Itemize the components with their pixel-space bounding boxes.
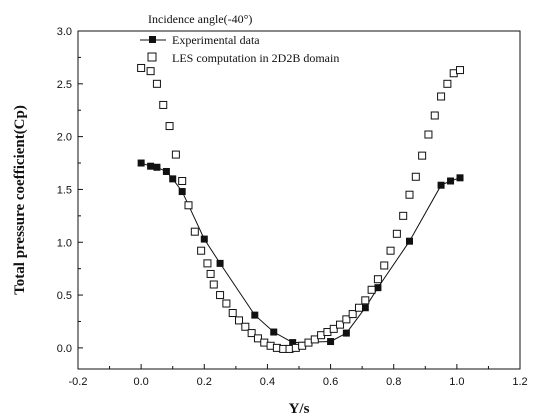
data-point-experimental	[327, 338, 335, 346]
data-point-experimental	[178, 188, 186, 196]
data-point-les	[336, 320, 345, 329]
data-point-les	[342, 315, 351, 324]
x-tick-label: 1.0	[449, 376, 464, 388]
y-axis-ticks: 0.0 0.5 1.0 1.5 2.0 2.5 3.0	[57, 26, 83, 355]
data-point-les	[380, 261, 389, 270]
data-point-les	[310, 335, 319, 344]
data-point-les	[418, 151, 427, 160]
y-tick-label: 0.0	[57, 343, 72, 355]
y-tick-label: 2.5	[57, 79, 72, 91]
data-point-les	[137, 63, 146, 72]
x-tick-label: 0.6	[323, 376, 338, 388]
data-point-experimental	[216, 259, 224, 267]
data-point-les	[222, 299, 231, 308]
x-tick-label: 1.2	[512, 376, 527, 388]
data-point-les	[241, 322, 250, 331]
data-point-experimental	[169, 175, 177, 183]
data-point-les	[430, 111, 439, 120]
data-point-les	[228, 309, 237, 318]
data-point-les	[329, 324, 338, 333]
y-tick-label: 0.5	[57, 290, 72, 302]
data-point-experimental	[342, 329, 350, 337]
x-tick-label: 0.0	[133, 376, 148, 388]
data-point-les	[209, 280, 218, 289]
legend-title: Incidence angle(-40°)	[148, 12, 252, 26]
data-point-les	[197, 246, 206, 255]
x-tick-label: 0.4	[260, 376, 275, 388]
x-tick-label: -0.2	[69, 376, 88, 388]
data-point-les	[437, 92, 446, 101]
data-point-les	[361, 296, 370, 305]
data-point-experimental	[200, 235, 208, 243]
data-point-experimental	[447, 177, 455, 185]
plot-frame	[77, 30, 521, 370]
legend-marker-les	[147, 52, 157, 62]
data-point-les	[247, 329, 256, 338]
data-point-experimental	[162, 167, 170, 175]
data-point-experimental	[137, 159, 145, 167]
x-axis-ticks: -0.2 0.0 0.2 0.4 0.6 0.8 1.0 1.2	[69, 364, 528, 388]
x-tick-label: 0.2	[197, 376, 212, 388]
data-point-les	[405, 190, 414, 199]
data-point-experimental	[456, 174, 464, 182]
y-tick-label: 2.0	[57, 132, 72, 144]
data-point-les	[367, 285, 376, 294]
data-point-les	[190, 227, 199, 236]
legend-label-experimental: Experimental data	[172, 33, 260, 47]
data-point-les	[411, 172, 420, 181]
data-point-les	[354, 303, 363, 312]
x-tick-label: 0.8	[386, 376, 401, 388]
data-point-les	[399, 211, 408, 220]
data-point-les	[392, 229, 401, 238]
data-point-les	[216, 291, 225, 300]
data-point-experimental	[147, 162, 155, 170]
y-tick-label: 1.0	[57, 237, 72, 249]
series-layer	[137, 63, 465, 353]
y-axis-title: Total pressure coefficient(Cp)	[12, 105, 28, 295]
data-point-les	[184, 201, 193, 210]
data-point-les	[165, 122, 174, 131]
data-point-les	[159, 100, 168, 109]
x-axis-title: Y/s	[289, 401, 310, 417]
data-point-les	[146, 67, 155, 76]
y-tick-label: 3.0	[57, 26, 72, 38]
data-point-les	[178, 176, 187, 185]
data-point-les	[206, 269, 215, 278]
legend-label-les: LES computation in 2D2B domain	[172, 51, 339, 65]
data-point-les	[253, 334, 262, 343]
data-point-experimental	[270, 328, 278, 336]
data-point-les	[152, 79, 161, 88]
data-point-experimental	[251, 311, 259, 319]
data-point-les	[386, 246, 395, 255]
data-point-experimental	[153, 163, 161, 171]
data-point-les	[456, 66, 465, 75]
data-point-experimental	[361, 304, 369, 312]
legend-marker-experimental	[149, 36, 156, 43]
data-point-experimental	[406, 237, 413, 245]
data-point-les	[203, 259, 212, 268]
y-tick-label: 1.5	[57, 184, 72, 196]
data-point-experimental	[289, 339, 297, 347]
data-point-les	[373, 275, 382, 284]
data-point-les	[443, 79, 452, 88]
series-line-experimental	[140, 162, 461, 344]
data-point-les	[171, 150, 180, 159]
data-point-les	[348, 310, 357, 319]
data-point-les	[424, 130, 433, 139]
data-point-experimental	[437, 181, 445, 189]
data-point-experimental	[374, 284, 382, 292]
data-point-les	[235, 316, 244, 325]
